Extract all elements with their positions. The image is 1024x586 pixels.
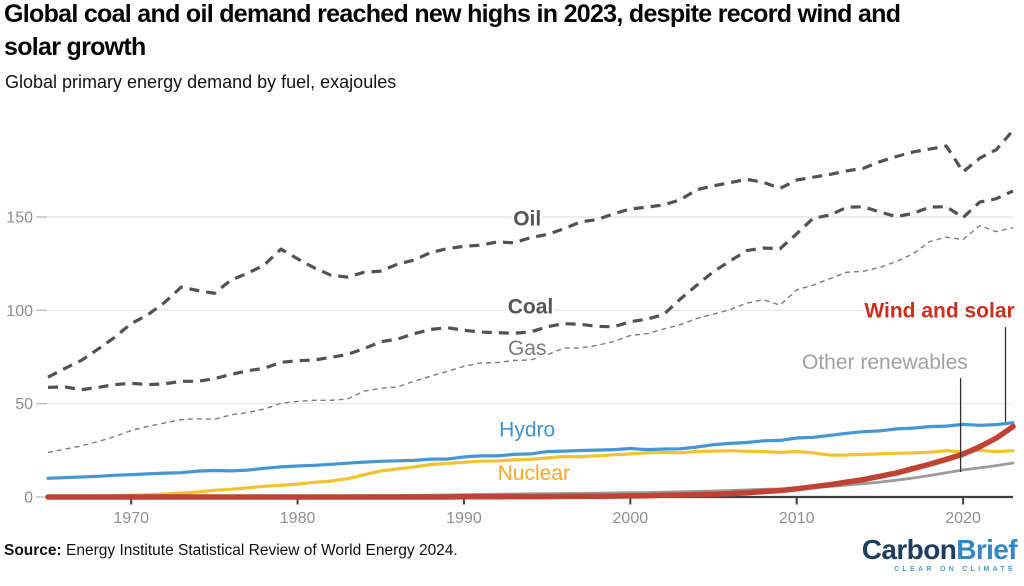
carbonbrief-wordmark: CarbonBrief: [861, 534, 1018, 565]
carbonbrief-logo: CarbonBrief CLEAR ON CLIMATE: [861, 534, 1018, 574]
series-labels: Gas Oil Coal Other renewables Nuclear Hydro Wi…: [495, 205, 1017, 488]
series-lines: [45, 129, 1016, 500]
wind-and-solar-label: Wind and solar: [864, 299, 1014, 322]
x-tick-label-2000: 2000: [613, 510, 649, 527]
gas-label: Gas: [508, 337, 547, 360]
hydro-line: [46, 421, 1015, 480]
wind-and-solar-line: [45, 423, 1016, 500]
oil-line: [47, 129, 1015, 379]
nuclear-line: [46, 448, 1015, 498]
gas-line: [47, 224, 1014, 454]
x-axis: 1970 1980 1990 2000 2010 2020: [46, 495, 1013, 527]
other-renewables-label: Other renewables: [802, 351, 968, 374]
logo-word-brief: Brief: [956, 534, 1017, 565]
chart-title-line1: Global coal and oil demand reached new h…: [4, 0, 901, 28]
nuclear-label: Nuclear: [498, 462, 570, 485]
y-tick-label-150: 150: [6, 209, 33, 226]
source-note: Source: Energy Institute Statistical Rev…: [4, 542, 458, 560]
x-tick-label-2010: 2010: [779, 510, 815, 527]
x-tick-label-1990: 1990: [446, 510, 482, 527]
source-text: Energy Institute Statistical Review of W…: [61, 542, 458, 559]
logo-tagline: CLEAR ON CLIMATE: [894, 566, 1016, 573]
coal-line: [47, 189, 1014, 392]
hydro-label: Hydro: [499, 419, 555, 442]
callout-lines: [959, 327, 1007, 472]
chart-subtitle: Global primary energy demand by fuel, ex…: [5, 72, 397, 92]
y-tick-label-0: 0: [24, 490, 33, 507]
y-tick-label-50: 50: [15, 396, 33, 413]
oil-label: Oil: [513, 207, 541, 230]
x-tick-label-2020: 2020: [945, 510, 981, 527]
y-tick-label-100: 100: [6, 303, 33, 320]
coal-label: Coal: [508, 296, 554, 319]
source-label: Source:: [4, 542, 62, 559]
gridlines: 0 50 100 150: [6, 209, 1013, 507]
logo-word-carbon: Carbon: [861, 534, 957, 565]
x-tick-label-1970: 1970: [113, 510, 149, 527]
chart-title-line2: solar growth: [4, 33, 146, 61]
x-tick-label-1980: 1980: [280, 510, 316, 527]
